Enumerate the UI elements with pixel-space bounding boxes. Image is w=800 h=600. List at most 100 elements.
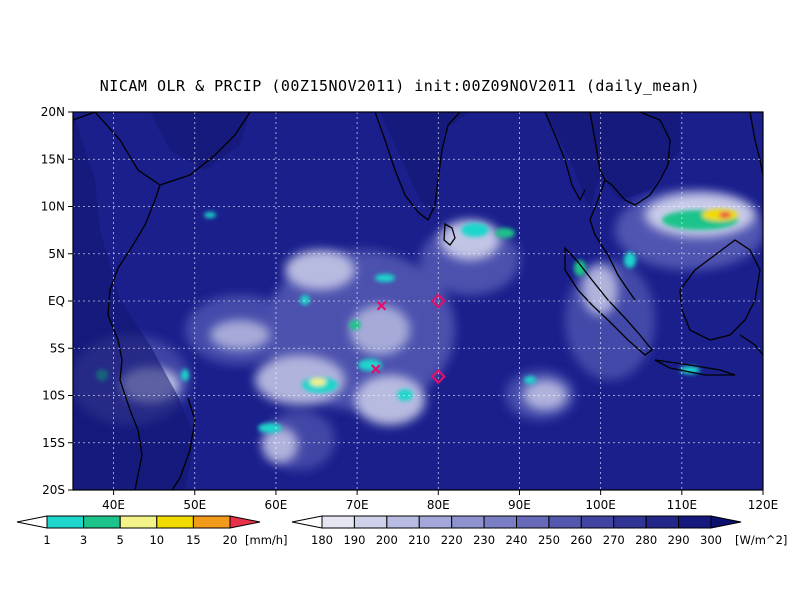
lon-tick-label: 100E [585, 498, 616, 512]
colorbar-label: 200 [376, 533, 398, 547]
coastline-burma [544, 112, 586, 202]
coastline-madagascar [171, 397, 196, 490]
precip-patch [461, 223, 489, 237]
colorbar-label: 260 [570, 533, 592, 547]
colorbar-end-high [710, 515, 742, 529]
colorbar-swatch [156, 515, 194, 529]
precip-patch [349, 320, 361, 330]
colorbar-swatch [645, 515, 680, 529]
colorbar-swatch [451, 515, 485, 529]
grid-lines [73, 112, 763, 490]
colorbar-unit: [W/m^2] [735, 533, 787, 547]
lat-tick-label: 15N [41, 152, 65, 166]
storm-marker-diamond [430, 293, 446, 309]
lon-tick-label: 110E [667, 498, 698, 512]
coastline-sumatra [564, 246, 653, 356]
coastline-sulawesi [739, 334, 763, 356]
colorbar-end-high [229, 515, 261, 529]
precip-patch [258, 423, 282, 433]
precip-patches [96, 209, 738, 433]
storm-marker-x [376, 300, 387, 311]
lat-tick-label: 10N [41, 200, 65, 214]
lat-tick-label: 20S [42, 483, 65, 497]
lat-tick-label: 10S [42, 389, 65, 403]
storm-marker-x [371, 364, 381, 374]
lon-tick-label: 70E [346, 498, 369, 512]
storm-markers [371, 293, 446, 385]
coastline-africa [107, 184, 161, 490]
olr-cloud-core [355, 375, 425, 425]
colorbar-label: 5 [117, 533, 124, 547]
colorbar-label: 180 [311, 533, 333, 547]
coastline-india [374, 112, 461, 222]
colorbar-swatch [678, 515, 712, 529]
colorbar-label: 230 [473, 533, 495, 547]
lat-tick-label: 5N [48, 247, 65, 261]
colorbar-swatch [386, 515, 420, 529]
coastline-malay [589, 112, 636, 301]
coastline-arabia [73, 112, 96, 121]
lat-tick-label: 5S [50, 341, 65, 355]
land-shading [73, 112, 680, 490]
colorbar-swatch [46, 515, 85, 529]
precip-patch [300, 295, 310, 305]
colorbar-label: 20 [223, 533, 238, 547]
colorbar-label: 210 [408, 533, 430, 547]
precip-patch [574, 260, 586, 276]
coastline-philippines [749, 112, 763, 176]
precip-patch [204, 212, 216, 218]
lon-tick-label: 80E [427, 498, 450, 512]
olr-cloud-core [350, 305, 410, 355]
colorbar-swatch [353, 515, 388, 529]
precip-patch [375, 274, 395, 282]
colorbar-label: 10 [149, 533, 164, 547]
colorbar-label: 300 [700, 533, 722, 547]
precip-patch [524, 376, 536, 384]
colorbar-label: 190 [343, 533, 365, 547]
olr-cloud-core [210, 320, 270, 350]
colorbar-label: 240 [506, 533, 528, 547]
colorbar-swatch [321, 515, 355, 529]
colorbar-swatch [516, 515, 550, 529]
precip-patch [181, 369, 189, 381]
land-india-arabia [270, 112, 470, 215]
land-indochina [545, 112, 680, 210]
lat-tick-label: EQ [48, 294, 65, 308]
precip-patch [310, 378, 326, 386]
colorbar-label: 270 [603, 533, 625, 547]
colorbar-swatch [483, 515, 518, 529]
colorbar-end-low [16, 515, 48, 529]
colorbar-swatch [83, 515, 121, 529]
colorbar-label: 220 [441, 533, 463, 547]
colorbar-label: 280 [635, 533, 657, 547]
lat-axis: 20N 15N 10N 5N EQ 5S 10S 15S 20S [41, 105, 73, 497]
coastlines [73, 112, 763, 490]
precip-patch [624, 252, 636, 268]
precip-colorbar: 1 3 5 10 15 20 [mm/h] [16, 515, 288, 547]
colorbar-swatch [192, 515, 231, 529]
lon-tick-label: 40E [102, 498, 125, 512]
lat-tick-label: 20N [41, 105, 65, 119]
olr-cloud-core [262, 427, 298, 463]
precip-patch [719, 212, 731, 218]
colorbar-swatch [580, 515, 615, 529]
coastline-borneo [679, 239, 761, 341]
coastline-sri-lanka [443, 222, 456, 246]
coastline-java [654, 359, 736, 376]
precip-patch [680, 366, 700, 374]
colorbar-unit: [mm/h] [245, 533, 288, 547]
lon-axis: 40E 50E 60E 70E 80E 90E 100E 110E 120E [102, 490, 778, 512]
land-africa [73, 112, 250, 490]
colorbar-label: 250 [538, 533, 560, 547]
storm-marker-diamond [430, 369, 446, 385]
colorbar-swatch [613, 515, 647, 529]
lon-tick-label: 60E [265, 498, 288, 512]
lon-tick-label: 120E [748, 498, 779, 512]
olr-cloud-core [523, 380, 567, 410]
colorbar-swatch [418, 515, 453, 529]
colorbar-swatch [548, 515, 582, 529]
lat-tick-label: 15S [42, 436, 65, 450]
chart-title: NICAM OLR & PRCIP (00Z15NOV2011) init:00… [99, 77, 701, 95]
olr-colorbar: 180 190 200 210 220 230 240 250 260 270 280 290 300 [… [291, 515, 787, 547]
